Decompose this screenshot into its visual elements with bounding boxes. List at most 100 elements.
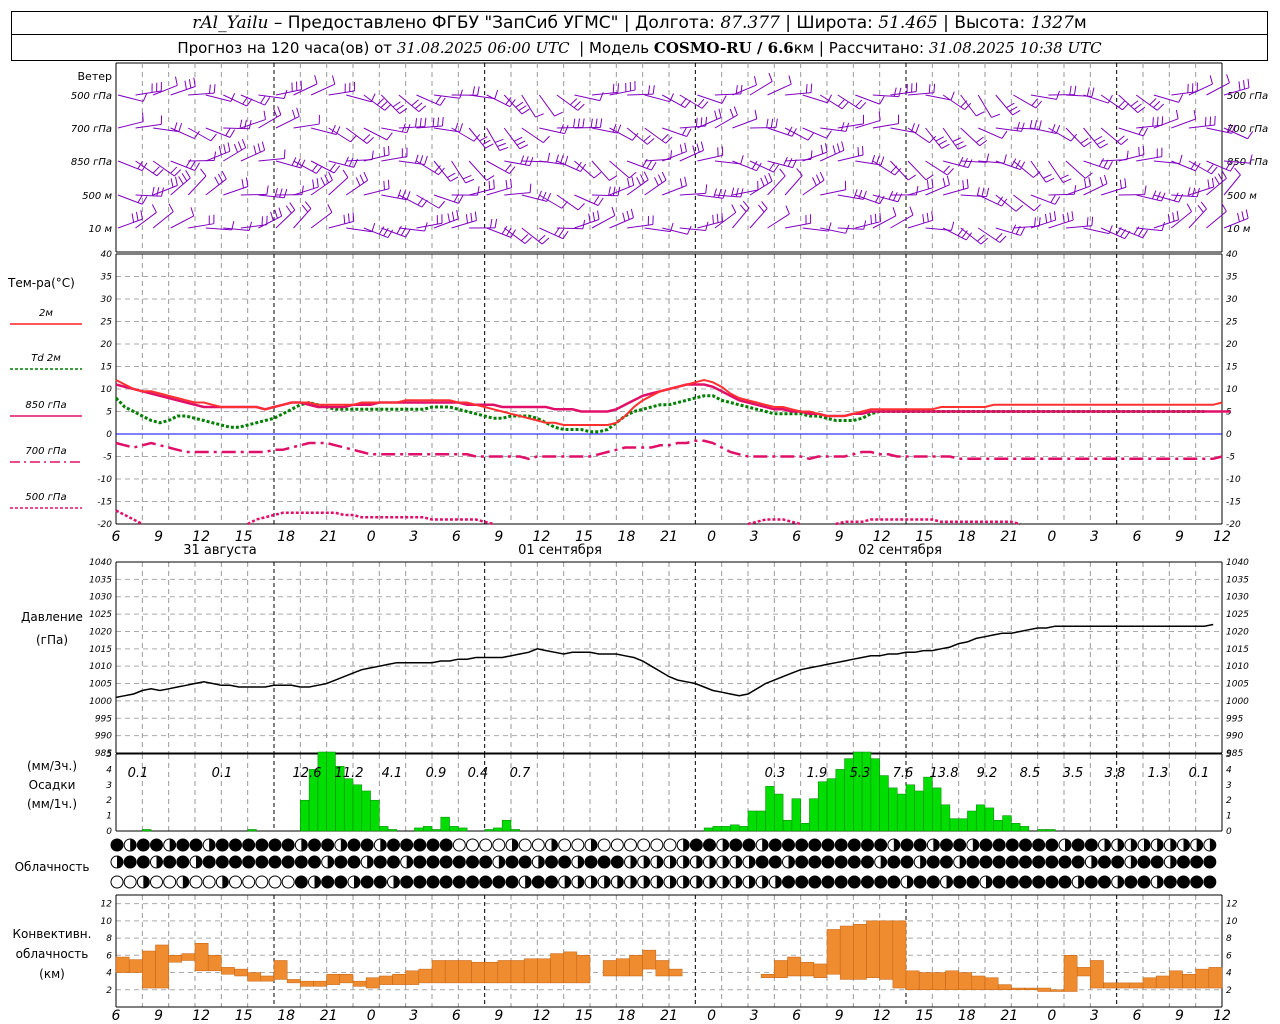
wind-barb-feather xyxy=(862,145,864,156)
wind-barb xyxy=(258,157,285,162)
wind-barb-feather xyxy=(722,189,727,199)
wind-barb-feather xyxy=(263,110,266,120)
wind-barb-feather xyxy=(608,186,611,196)
conv-hour-label: 9 xyxy=(494,1008,503,1024)
wind-barb-feather xyxy=(459,123,464,133)
wind-level-label-left: 10 м xyxy=(89,224,113,235)
conv-bar xyxy=(471,961,485,984)
temp-hour-label: 9 xyxy=(494,529,503,545)
wind-barb xyxy=(170,86,196,96)
wind-barb-feather xyxy=(200,168,207,177)
precip-total-label: 3.5 xyxy=(1063,766,1084,781)
wind-barb-feather xyxy=(768,162,775,171)
wind-barb-feather xyxy=(807,132,814,141)
wind-barb-feather xyxy=(686,128,692,137)
conv-hour-label: 3 xyxy=(750,1008,759,1024)
cloud-fill-full xyxy=(611,856,624,868)
wind-barb xyxy=(152,160,175,177)
wind-barb-feather xyxy=(486,175,495,181)
cloud-fill-full xyxy=(242,839,255,851)
cloud-fill-half xyxy=(182,876,189,888)
conv-title-2: облачность xyxy=(16,947,89,961)
precip-ytick-left: 2 xyxy=(106,796,112,806)
conv-bar xyxy=(418,968,433,984)
temp-ytick-right: 25 xyxy=(1226,318,1238,328)
wind-barb-feather xyxy=(1080,137,1089,144)
wind-barb-feather xyxy=(239,119,243,129)
wind-barb-feather xyxy=(561,201,568,209)
wind-barb-feather xyxy=(509,166,516,174)
wind-barb xyxy=(1083,227,1110,235)
wind-barb-feather xyxy=(1245,209,1249,219)
wind-barb-feather xyxy=(651,162,657,171)
wind-barb-feather xyxy=(1173,192,1179,202)
cloud-fill-full xyxy=(848,839,861,851)
wind-barb-feather xyxy=(1009,106,1018,112)
wind-barb-feather xyxy=(229,129,236,138)
wind-barb-feather xyxy=(696,143,700,153)
wind-barb-feather xyxy=(184,80,187,90)
cloud-fill-full xyxy=(387,839,400,851)
wind-barb-feather xyxy=(1124,178,1127,188)
wind-barb-feather xyxy=(1015,159,1021,169)
wind-barb xyxy=(1048,193,1075,196)
wind-barb xyxy=(802,227,829,232)
temp-ytick-right: 35 xyxy=(1226,273,1238,283)
precip-bar xyxy=(721,826,731,832)
conv-bar xyxy=(839,925,854,980)
wind-barb-feather xyxy=(957,144,967,150)
wind-barb-feather xyxy=(241,139,247,148)
wind-barb-feather xyxy=(643,171,649,181)
wind-barb-feather xyxy=(342,169,349,178)
wind-barb-feather xyxy=(459,89,463,99)
wind-barb xyxy=(170,127,195,139)
wind-barb-feather xyxy=(1207,164,1214,172)
wind-barb xyxy=(907,92,934,96)
conv-bar xyxy=(892,920,907,989)
conv-bar xyxy=(918,972,933,991)
wind-barb-feather xyxy=(350,134,358,143)
wind-barb xyxy=(117,194,143,205)
wind-barb-feather xyxy=(465,178,475,184)
wind-barb-feather xyxy=(646,138,655,145)
temp-hour-label: 21 xyxy=(320,529,338,545)
wind-barb-feather xyxy=(386,132,393,141)
wind-barb-feather xyxy=(406,191,411,200)
precip-bar xyxy=(501,819,512,832)
wind-barb xyxy=(855,94,880,105)
date-label: 01 сентября xyxy=(518,543,602,558)
wind-barb-feather xyxy=(465,214,468,224)
cloud-fill-half xyxy=(762,839,769,851)
conv-hour-label: 18 xyxy=(277,1008,295,1024)
cloud-fill-half xyxy=(907,876,913,888)
wind-barb xyxy=(872,123,899,129)
wind-barb-feather xyxy=(331,75,336,85)
wind-barb xyxy=(662,227,688,235)
precip-bar xyxy=(510,829,521,832)
conv-bar xyxy=(1063,955,1078,992)
wind-barb xyxy=(328,127,351,143)
wind-barb-feather xyxy=(505,179,508,189)
wind-barb-feather xyxy=(320,177,326,186)
wind-barb xyxy=(275,89,302,96)
wind-barb-feather xyxy=(283,149,286,159)
wind-barb xyxy=(328,90,355,96)
cloud-fill-half xyxy=(1157,839,1164,851)
wind-barb xyxy=(591,215,616,229)
cloud-fill-full xyxy=(176,839,189,851)
conv-bar xyxy=(971,975,986,991)
temp-500-line xyxy=(115,509,143,526)
wind-barb-feather xyxy=(731,204,737,213)
wind-barb xyxy=(785,92,812,96)
cloud-fill-full xyxy=(1072,856,1085,868)
wind-barb xyxy=(205,127,231,138)
wind-barb-feather xyxy=(397,189,402,199)
wind-barb-feather xyxy=(230,92,236,102)
wind-barb-feather xyxy=(301,204,309,213)
wind-barb-feather xyxy=(933,83,936,93)
wind-barb-feather xyxy=(190,207,195,217)
wind-level-label-left: 700 гПа xyxy=(71,124,112,135)
wind-barb-feather xyxy=(874,213,877,223)
conv-ytick-right: 10 xyxy=(1226,917,1238,927)
conv-bar xyxy=(668,968,683,977)
